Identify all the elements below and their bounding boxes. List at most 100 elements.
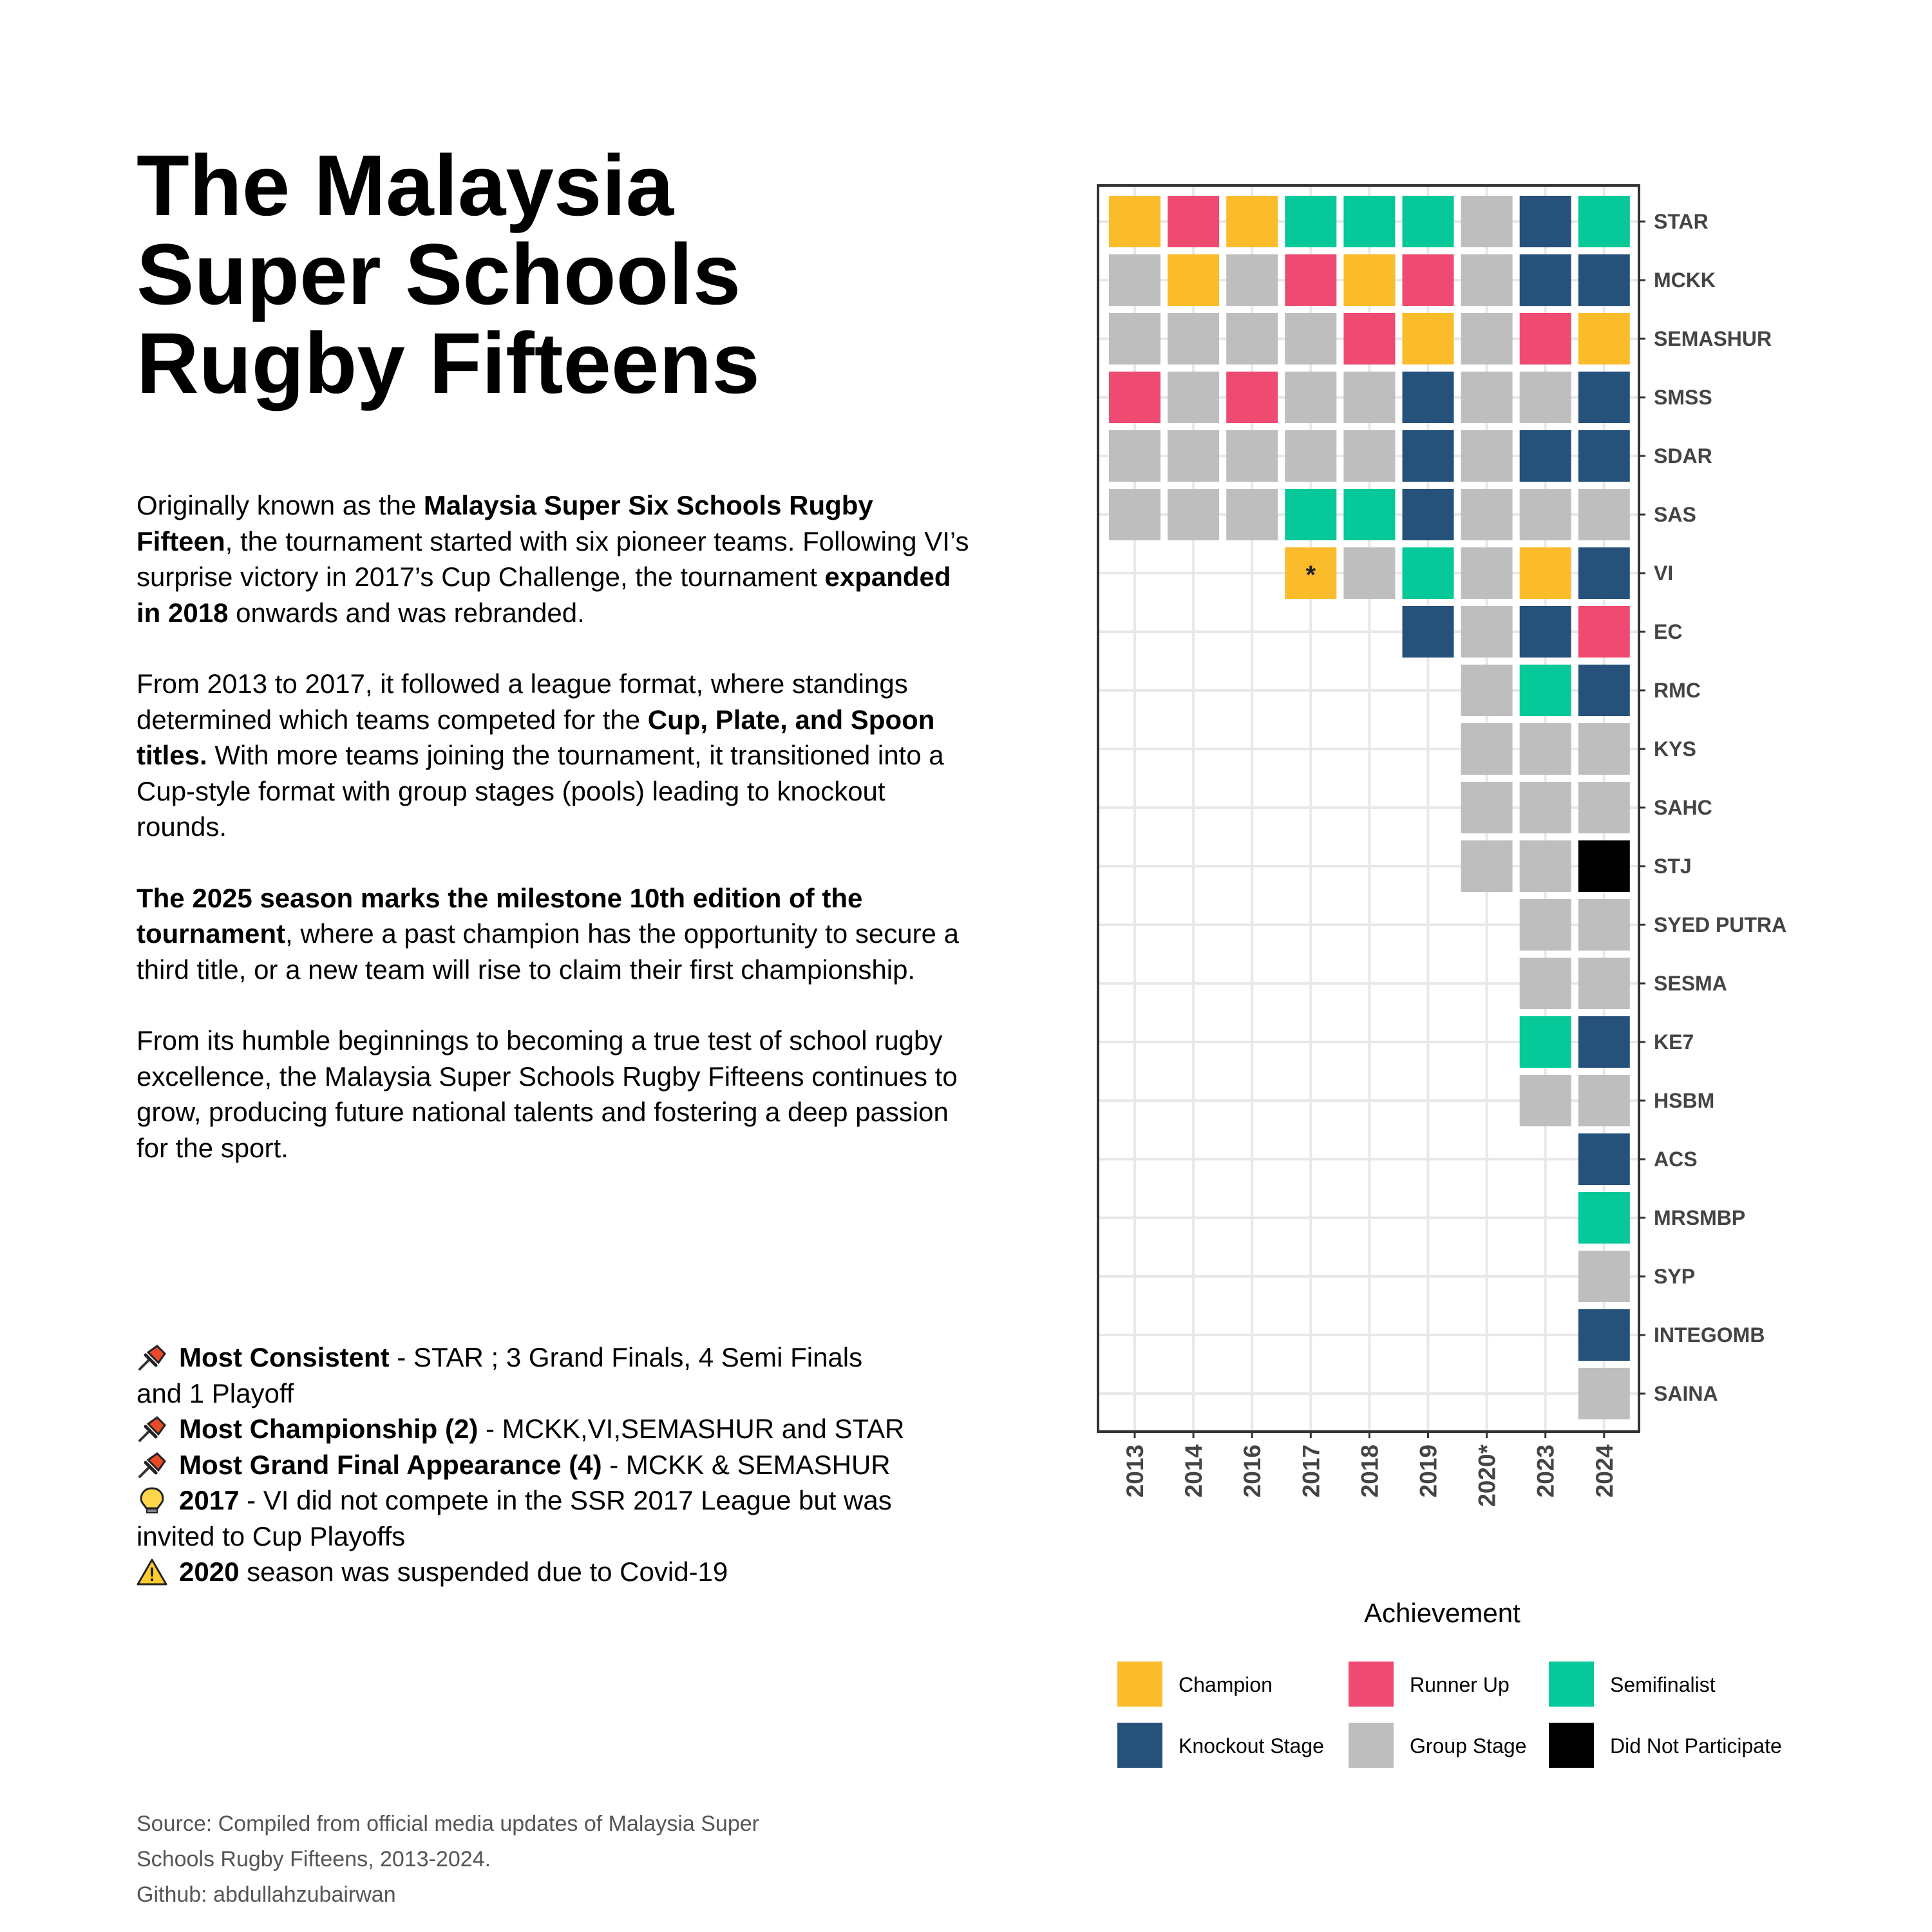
note-most-consistent: Most Consistent - STAR ; 3 Grand Finals,… <box>137 1340 909 1411</box>
heatmap-cell <box>1578 196 1630 247</box>
heatmap-cell <box>1578 547 1630 599</box>
heatmap-cell <box>1226 196 1278 247</box>
heatmap-cell <box>1578 958 1630 1009</box>
heatmap-cell <box>1343 547 1396 599</box>
heatmap-cell <box>1343 254 1396 306</box>
legend-swatch <box>1349 1662 1394 1707</box>
heatmap-cell <box>1578 372 1630 423</box>
highlights-list: Most Consistent - STAR ; 3 Grand Finals,… <box>137 1340 909 1590</box>
heatmap-cell <box>1285 547 1337 599</box>
heatmap-cell <box>1461 606 1513 658</box>
row-label: KYS <box>1654 737 1696 761</box>
heatmap-cell <box>1402 489 1454 540</box>
text-run: , the tournament started with six pionee… <box>137 526 969 592</box>
heatmap-cell <box>1519 899 1571 951</box>
bold-run: Cup, Plate, and Spoon titles. <box>137 704 935 771</box>
bold-run: The 2025 season marks the milestone 10th… <box>137 882 863 949</box>
heatmap-cell <box>1461 372 1513 423</box>
column-label: 2024 <box>1591 1444 1618 1498</box>
heatmap-cell <box>1168 313 1220 365</box>
heatmap-cell <box>1578 430 1630 482</box>
heatmap-cell <box>1168 254 1220 306</box>
text-run: onwards and was rebranded. <box>228 597 585 628</box>
heatmap-cell <box>1285 254 1337 306</box>
note-2017: 2017 - VI did not compete in the SSR 201… <box>137 1482 909 1554</box>
heatmap-cell <box>1402 606 1454 658</box>
heatmap-cell <box>1519 958 1571 1009</box>
heatmap-cell <box>1578 1192 1630 1244</box>
heatmap-cell <box>1578 723 1630 775</box>
row-label: SESMA <box>1654 972 1727 995</box>
heatmap-cell <box>1519 665 1571 716</box>
heatmap-cell <box>1343 313 1396 365</box>
heatmap-cell <box>1402 254 1454 306</box>
heatmap-cell <box>1109 489 1160 540</box>
heatmap-cell <box>1519 782 1571 833</box>
heatmap-cell <box>1578 1309 1630 1361</box>
heatmap-cell <box>1168 196 1220 247</box>
heatmap-cell <box>1578 1016 1630 1068</box>
legend-swatch <box>1349 1723 1394 1768</box>
source-line: Schools Rugby Fifteens, 2013-2024. <box>137 1847 491 1871</box>
note-text: - STAR ; 3 Grand Finals, 4 Semi Finals a… <box>137 1342 863 1408</box>
paragraph-format: From 2013 to 2017, it followed a league … <box>137 666 974 845</box>
title-line-3: Rugby Fifteens <box>137 316 760 412</box>
heatmap-cell <box>1402 313 1454 365</box>
heatmap-cell <box>1519 372 1571 423</box>
text-run: , where a past champion has the opportun… <box>137 918 959 985</box>
heatmap-cell <box>1578 840 1630 892</box>
column-label: 2023 <box>1533 1444 1559 1497</box>
row-label: MRSMBP <box>1654 1206 1745 1229</box>
heatmap-cell <box>1578 1133 1630 1185</box>
heatmap-cell <box>1461 430 1513 482</box>
heatmap-cell <box>1519 254 1571 306</box>
source-line: Source: Compiled from official media upd… <box>137 1812 759 1836</box>
row-label: MCKK <box>1654 269 1716 292</box>
legend-label: Did Not Participate <box>1610 1734 1782 1757</box>
pushpin-icon <box>137 1415 167 1443</box>
heatmap-cell <box>1578 899 1630 951</box>
heatmap-cell <box>1402 372 1454 423</box>
row-label: SMSS <box>1654 386 1712 409</box>
heatmap-cell <box>1343 372 1396 423</box>
column-label: 2020* <box>1474 1444 1501 1506</box>
pushpin-icon <box>137 1451 167 1479</box>
heatmap-cell <box>1109 196 1160 247</box>
row-label: SAS <box>1654 503 1696 526</box>
row-label: EC <box>1654 620 1682 643</box>
source-caption: Source: Compiled from official media upd… <box>137 1806 909 1913</box>
title-line-1: The Malaysia <box>137 138 674 234</box>
column-label: 2014 <box>1180 1444 1207 1498</box>
heatmap-cell <box>1519 313 1571 365</box>
heatmap-cell <box>1578 254 1630 306</box>
heatmap-cell <box>1168 430 1220 482</box>
heatmap-cell <box>1109 372 1160 423</box>
heatmap-cell <box>1343 196 1396 247</box>
note-text: - VI did not compete in the SSR 2017 Lea… <box>137 1485 892 1551</box>
note-most-grand-final: Most Grand Final Appearance (4) - MCKK &… <box>137 1447 909 1483</box>
heatmap-cell <box>1461 254 1513 306</box>
heatmap-cell <box>1461 665 1513 716</box>
note-text: - MCKK,VI,SEMASHUR and STAR <box>478 1414 905 1444</box>
heatmap-cell <box>1168 489 1220 540</box>
text-run: With more teams joining the tournament, … <box>137 740 944 842</box>
note-heading: Most Grand Final Appearance (4) <box>179 1449 602 1480</box>
heatmap-cell <box>1461 313 1513 365</box>
bold-run: expanded in 2018 <box>137 562 951 628</box>
heatmap-cell <box>1578 489 1630 540</box>
heatmap-cell <box>1109 430 1160 482</box>
row-label: SYED PUTRA <box>1654 913 1786 936</box>
heatmap-cell <box>1226 313 1278 365</box>
note-heading: 2020 <box>179 1557 240 1587</box>
heatmap-cell <box>1461 196 1513 247</box>
heatmap-cell <box>1402 430 1454 482</box>
github-credit: Github: abdullahzubairwan <box>137 1882 396 1907</box>
column-label: 2016 <box>1239 1444 1265 1497</box>
heatmap-cell <box>1285 196 1337 247</box>
pushpin-icon <box>137 1343 167 1372</box>
row-label: STAR <box>1654 210 1709 233</box>
heatmap-cell <box>1461 782 1513 833</box>
heatmap-cell <box>1578 665 1630 716</box>
paragraph-legacy: From its humble beginnings to becoming a… <box>137 1025 958 1163</box>
heatmap-cell <box>1578 606 1630 658</box>
